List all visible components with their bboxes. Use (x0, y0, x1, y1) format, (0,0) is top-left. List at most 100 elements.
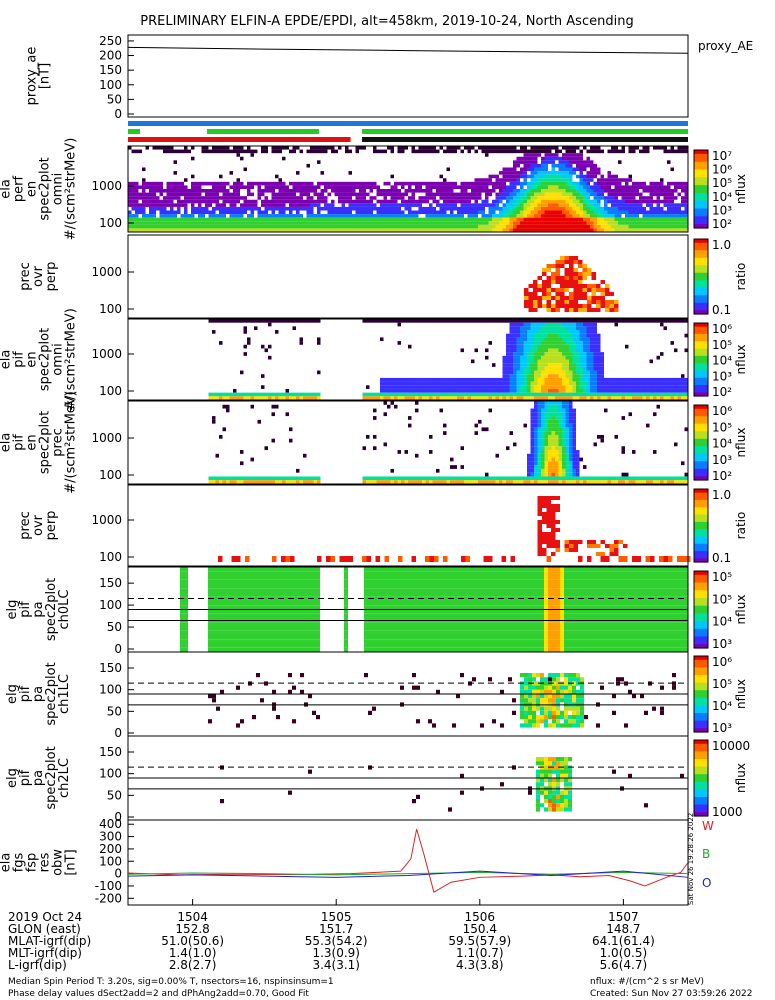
heatmap-cell (653, 228, 657, 232)
heatmap-cell (551, 221, 555, 225)
heatmap-cell (145, 224, 149, 229)
heatmap-cell (579, 228, 583, 232)
heatmap-cell (555, 221, 559, 225)
heatmap-cell (670, 206, 674, 211)
heatmap-cell (166, 221, 170, 225)
heatmap-cell (586, 210, 590, 215)
heatmap-cell (621, 199, 625, 204)
heatmap-cell (355, 214, 359, 218)
heatmap-cell (275, 181, 279, 186)
heatmap-cell (548, 189, 552, 193)
heatmap-cell (247, 224, 251, 229)
heatmap-cell (149, 196, 153, 200)
heatmap-cell (513, 366, 517, 371)
heatmap-cell (299, 228, 303, 232)
heatmap-cell (166, 210, 170, 215)
heatmap-cell (492, 199, 496, 204)
heatmap-cell (411, 381, 415, 386)
colorbar-cell (694, 185, 708, 188)
heatmap-cell (551, 174, 555, 179)
heatmap-cell (681, 388, 685, 393)
heatmap-cell (194, 199, 198, 204)
heatmap-cell (555, 330, 559, 334)
heatmap-cell (369, 217, 373, 222)
colorbar-cell (694, 306, 708, 309)
heatmap-cell (411, 203, 415, 207)
heatmap-cell (621, 146, 625, 150)
heatmap-cell (292, 326, 296, 331)
heatmap-cell (579, 203, 583, 207)
heatmap-cell (243, 196, 247, 200)
heatmap-cell (324, 217, 328, 222)
heatmap-cell (639, 196, 643, 200)
heatmap-cell (569, 388, 573, 393)
heatmap-cell (194, 181, 198, 186)
heatmap-cell (404, 450, 408, 454)
heatmap-cell (649, 185, 653, 189)
heatmap-cell (513, 352, 517, 356)
heatmap-cell (254, 392, 258, 397)
heatmap-cell (516, 396, 520, 400)
heatmap-cell (684, 476, 688, 481)
heatmap-cell (429, 385, 433, 389)
heatmap-cell (268, 476, 272, 481)
heatmap-cell (576, 221, 580, 225)
status-bar-blue (128, 121, 688, 126)
heatmap-cell (509, 385, 513, 389)
heatmap-cell (436, 210, 440, 215)
heatmap-cell (310, 396, 314, 400)
heatmap-cell (222, 149, 226, 154)
heatmap-cell (555, 296, 560, 300)
heatmap-cell (555, 217, 559, 222)
heatmap-cell (513, 171, 517, 175)
heatmap-cell (324, 149, 328, 154)
heatmap-cell (562, 480, 566, 484)
colorbar-label: nflux (734, 345, 748, 375)
heatmap-cell (520, 210, 524, 215)
heatmap-cell (523, 381, 527, 386)
heatmap-cell (180, 567, 184, 572)
heatmap-cell (646, 199, 650, 204)
heatmap-cell (530, 326, 534, 331)
heatmap-cell (184, 203, 188, 207)
heatmap-cell (471, 221, 475, 225)
colorbar-cell (694, 274, 708, 278)
heatmap-cell (558, 163, 562, 168)
heatmap-cell (366, 556, 371, 562)
heatmap-cell (670, 381, 674, 386)
heatmap-cell (593, 352, 597, 356)
heatmap-cell (684, 149, 688, 154)
heatmap-cell (345, 199, 349, 204)
heatmap-cell (268, 344, 272, 349)
heatmap-cell (460, 377, 464, 382)
heatmap-cell (390, 189, 394, 193)
heatmap-cell (506, 392, 510, 397)
heatmap-cell (250, 392, 254, 397)
colorbar-cell (694, 436, 708, 440)
heatmap-cell (380, 189, 384, 193)
heatmap-cell (443, 178, 447, 182)
heatmap-cell (289, 476, 293, 481)
heatmap-cell (208, 224, 212, 229)
heatmap-cell (628, 178, 632, 182)
colorbar-tick: 10⁶ (712, 404, 732, 418)
heatmap-cell (478, 217, 482, 222)
heatmap-cell (474, 221, 478, 225)
heatmap-cells (218, 496, 691, 562)
heatmap-cell (600, 552, 605, 556)
colorbar-cell (694, 514, 708, 517)
colorbar-cell (694, 370, 708, 373)
heatmap-cell (593, 210, 597, 215)
heatmap-cell (173, 221, 177, 225)
heatmap-cell (506, 189, 510, 193)
colorbar-label: nflux (734, 174, 748, 204)
heatmap-cell (212, 181, 216, 186)
heatmap-cell (555, 453, 559, 458)
heatmap-cell (546, 304, 551, 308)
heatmap-cell (432, 149, 436, 154)
heatmap-cell (541, 189, 545, 193)
heatmap-cell (534, 348, 538, 353)
heatmap-cell (562, 408, 566, 413)
